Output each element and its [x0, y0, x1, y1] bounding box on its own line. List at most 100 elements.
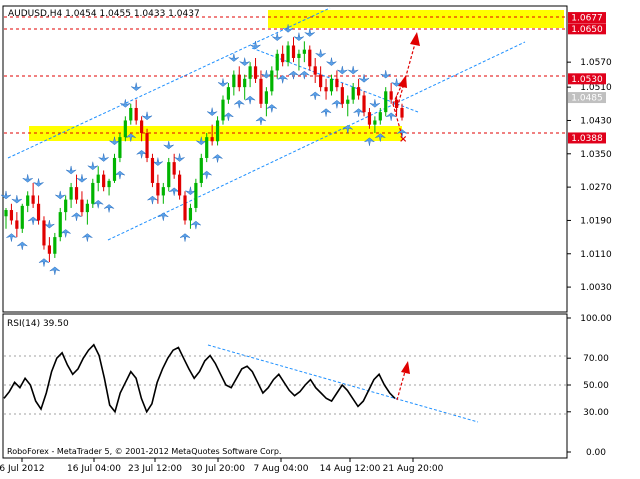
fractal-arrow-icon [33, 178, 44, 187]
price-tick-label: 1.0510 [580, 83, 612, 93]
channel-lower-line [107, 41, 526, 241]
fractal-arrow-icon [250, 40, 261, 50]
candle-body [394, 99, 399, 108]
fractal-arrow-icon [244, 95, 256, 105]
price-axis: 1.0570 1.0510 1.0430 1.0350 1.0270 1.0190 1.01… [567, 58, 612, 293]
price-tick-label: 1.0350 [580, 150, 612, 160]
candle-body [264, 91, 268, 104]
fractal-arrow-icon [358, 74, 370, 83]
fractal-arrow-icon [141, 111, 153, 121]
candle-body [145, 132, 149, 158]
fractal-arrow-icon [385, 112, 397, 121]
candle-body [183, 195, 187, 221]
candle-body [281, 53, 285, 63]
fractal-arrow-icon [326, 57, 337, 66]
price-label-box [568, 23, 606, 35]
rsi-tick-label: 30.00 [583, 408, 609, 418]
candle-body [9, 210, 14, 221]
candle-body [150, 157, 155, 183]
candle-body [232, 74, 236, 88]
price-label-text: 1.0388 [571, 134, 603, 144]
candle-body [69, 187, 73, 200]
candle-body [357, 87, 361, 96]
candle-body [172, 162, 176, 175]
fractal-arrow-icon [217, 78, 229, 87]
fractal-arrow-icon [6, 233, 17, 242]
candle-body [308, 49, 312, 67]
chart-title: AUDUSD,H4 1.0454 1.0455 1.0433 1.0437 [8, 9, 200, 19]
candle-body [102, 174, 106, 188]
candle-body [47, 245, 51, 254]
fractal-arrow-icon [234, 99, 245, 109]
candle-body [26, 195, 30, 206]
channel-lines [7, 7, 526, 423]
candle-body [118, 137, 122, 158]
candle-body [91, 182, 95, 204]
price-tick-label: 1.0110 [580, 250, 612, 260]
price-label-box [568, 12, 606, 24]
fractal-arrow-icon [38, 258, 50, 267]
fractal-arrow-icon [299, 70, 310, 80]
time-tick-label: 30 Jul 20:00 [191, 464, 245, 474]
price-tick-label: 1.0190 [580, 216, 612, 226]
rsi-tick-label: 70.00 [583, 354, 609, 364]
fractal-arrow-icon [98, 153, 109, 162]
time-tick-label: 23 Jul 12:00 [128, 464, 182, 474]
fractal-arrow-icon [87, 161, 98, 171]
candle-body [129, 107, 133, 121]
fractal-arrow-icon [22, 174, 33, 183]
candle-body [156, 182, 160, 196]
candle-body [210, 137, 214, 142]
candle-body [335, 78, 339, 88]
candle-body [205, 137, 209, 158]
candle-body [188, 207, 193, 221]
arrow-head-rsi [401, 361, 410, 374]
candle-body [362, 95, 366, 113]
candle-body [389, 91, 393, 100]
fractal-arrow-icon [179, 233, 191, 242]
candle-body [302, 49, 306, 54]
candle-body [259, 78, 263, 104]
price-pane [2, 5, 568, 313]
cross-marker-icon: × [399, 134, 407, 145]
candle-body [194, 182, 198, 208]
fractal-arrow-icon [163, 140, 174, 150]
time-axis: 6 Jul 2012 16 Jul 04:00 23 Jul 12:00 30 Jul… [0, 458, 444, 474]
fractal-arrow-icon [71, 212, 82, 221]
level-lines [4, 16, 566, 134]
fractal-arrow-icon [103, 204, 115, 213]
candle-body [221, 99, 225, 121]
fractal-arrow-icon [304, 28, 315, 37]
candles [4, 37, 404, 263]
price-tick-label: 1.0270 [580, 183, 612, 193]
candle-body [351, 87, 355, 100]
fractal-arrow-icon [0, 190, 12, 200]
arrow-heads [398, 32, 420, 374]
candle-body [237, 74, 241, 88]
fractal-arrow-icon [369, 99, 381, 108]
fractal-arrow-icon [315, 49, 326, 58]
fractal-arrow-icon [320, 108, 332, 117]
candle-body [384, 91, 388, 113]
rsi-label: RSI(14) 39.50 [7, 319, 69, 329]
fractal-arrow-icon [282, 24, 294, 33]
fractal-arrow-icon [120, 99, 131, 108]
candle-body [226, 87, 231, 100]
candle-body [161, 187, 165, 196]
candle-body [373, 120, 377, 125]
fractal-arrow-icon [131, 82, 142, 91]
price-label-box [568, 73, 606, 85]
rsi-arrow-up [396, 367, 407, 401]
fractal-arrow-icon [337, 65, 348, 75]
fractal-arrow-icon [348, 65, 359, 75]
candle-body [140, 120, 144, 133]
fractal-arrow-icon [342, 124, 353, 134]
price-label-level: 1.0650 [568, 23, 606, 35]
candle-body [80, 199, 84, 213]
fractal-arrow-icon [288, 70, 299, 80]
candle-body [199, 157, 203, 183]
fractal-arrow-icon [380, 70, 391, 79]
candle-body [270, 70, 274, 92]
price-label-level: 1.0530 [568, 73, 606, 85]
price-label-level: 1.0677 [568, 12, 606, 24]
